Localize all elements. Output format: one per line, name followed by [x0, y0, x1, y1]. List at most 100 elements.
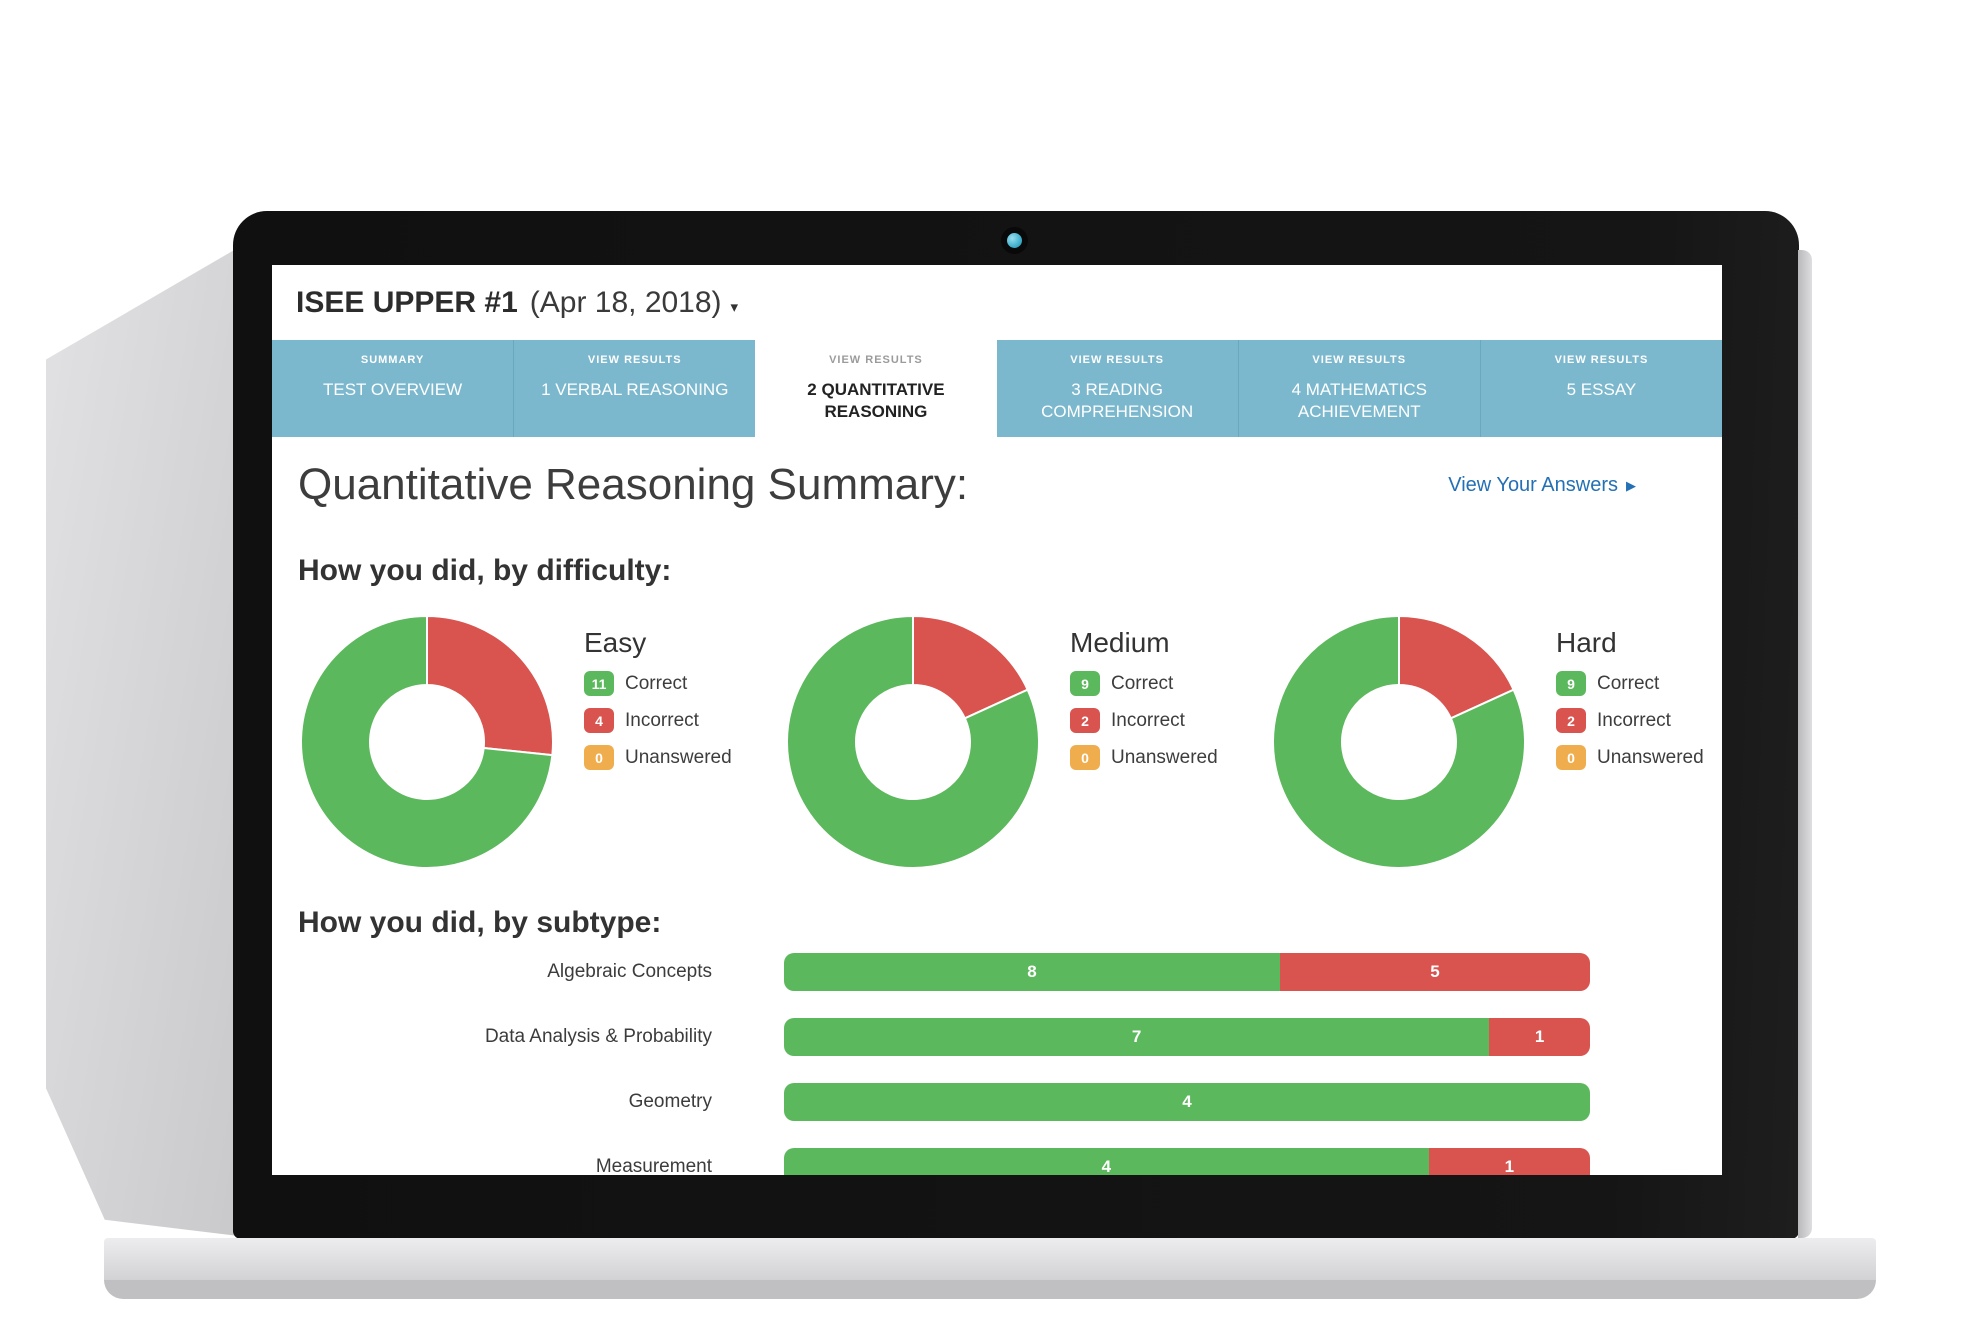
- donut-chart-easy: [300, 615, 554, 869]
- tab-4-mathematics-achievement[interactable]: VIEW RESULTS 4 MATHEMATICS ACHIEVEMENT: [1237, 340, 1480, 437]
- difficulty-title: Easy: [584, 627, 647, 658]
- count-badge-unanswered: 0: [584, 745, 614, 770]
- tab-label: TEST OVERVIEW: [322, 380, 463, 399]
- bar-segment-incorrect: 1: [1489, 1018, 1590, 1056]
- legend-label: Correct: [625, 672, 688, 694]
- legend-label: Unanswered: [625, 746, 732, 768]
- bar-segment-correct: 4: [784, 1083, 1590, 1121]
- tab-label: 2 QUANTITATIVE REASONING: [807, 380, 945, 422]
- tab-5-essay[interactable]: VIEW RESULTS 5 ESSAY: [1479, 340, 1722, 437]
- legend-easy: Easy 11 Correct 4 Incorrect 0 Unanswered: [584, 627, 732, 770]
- bar-segment-correct: 7: [784, 1018, 1490, 1056]
- legend-row-correct: 9 Correct: [1070, 671, 1218, 696]
- tab-kicker: VIEW RESULTS: [1070, 354, 1164, 366]
- count-badge-incorrect: 2: [1556, 708, 1586, 733]
- count-badge-incorrect: 4: [584, 708, 614, 733]
- difficulty-title: Medium: [1070, 627, 1170, 658]
- view-your-answers-label: View Your Answers: [1448, 473, 1618, 496]
- legend-label: Correct: [1597, 672, 1660, 694]
- donut-chart-hard: [1272, 615, 1526, 869]
- test-date: (Apr 18, 2018): [529, 285, 722, 319]
- legend-label: Incorrect: [625, 709, 699, 731]
- tab-label: 4 MATHEMATICS ACHIEVEMENT: [1291, 380, 1427, 422]
- legend-label: Unanswered: [1111, 746, 1218, 768]
- tab-kicker: VIEW RESULTS: [587, 354, 682, 366]
- difficulty-group-hard: Hard 9 Correct 2 Incorrect 0 Unanswered: [1272, 615, 1722, 869]
- tab-2-quantitative-reasoning[interactable]: VIEW RESULTS 2 QUANTITATIVE REASONING: [755, 333, 997, 444]
- tab-3-reading-comprehension[interactable]: VIEW RESULTS 3 READING COMPREHENSION: [996, 340, 1238, 437]
- legend-row-correct: 11 Correct: [584, 671, 732, 696]
- view-your-answers-link[interactable]: View Your Answers ▶: [1448, 474, 1636, 497]
- bar-row-geometry: Geometry 4: [298, 1083, 1696, 1121]
- tab-test-overview[interactable]: SUMMARY TEST OVERVIEW: [272, 340, 514, 437]
- title-row: Quantitative Reasoning Summary: View You…: [298, 459, 1696, 511]
- legend-label: Correct: [1111, 672, 1174, 694]
- webcam-dot: [1007, 233, 1022, 248]
- laptop-lid-edge: [1798, 250, 1812, 1238]
- bar-segment-incorrect: 5: [1280, 953, 1590, 991]
- tab-1-verbal-reasoning[interactable]: VIEW RESULTS 1 VERBAL REASONING: [513, 340, 756, 437]
- donut-segment-incorrect: [426, 615, 554, 757]
- bar-category-label: Data Analysis & Probability: [484, 1026, 712, 1047]
- laptop-base: [104, 1238, 1876, 1280]
- bar-segment-incorrect: 1: [1428, 1148, 1590, 1175]
- tab-kicker: SUMMARY: [360, 354, 425, 366]
- legend-label: Incorrect: [1597, 709, 1671, 731]
- bar-segment-correct: 4: [784, 1148, 1429, 1175]
- test-header: ISEE UPPER #1 (Apr 18, 2018) ▾: [272, 265, 1722, 340]
- legend-row-unanswered: 0 Unanswered: [1070, 745, 1218, 770]
- legend-label: Incorrect: [1111, 709, 1185, 731]
- bar-track: 4: [784, 1083, 1590, 1121]
- bar-row-data-analysis-probability: Data Analysis & Probability 7 1: [298, 1018, 1696, 1056]
- legend-row-unanswered: 0 Unanswered: [1556, 745, 1704, 770]
- tab-kicker: VIEW RESULTS: [829, 354, 923, 366]
- legend-label: Unanswered: [1597, 746, 1704, 768]
- bar-category-label: Measurement: [595, 1156, 712, 1175]
- legend-row-incorrect: 2 Incorrect: [1070, 708, 1218, 733]
- donut-segment-incorrect: [1398, 615, 1515, 720]
- donut-chart-medium: [786, 615, 1040, 869]
- donut-segment-correct: [300, 615, 554, 869]
- main-content: Quantitative Reasoning Summary: View You…: [272, 459, 1722, 1175]
- bar-row-algebraic-concepts: Algebraic Concepts 8 5: [298, 953, 1696, 991]
- bar-category-label: Algebraic Concepts: [547, 961, 712, 982]
- difficulty-title: Hard: [1556, 627, 1617, 658]
- donut-segment-correct: [786, 615, 1040, 869]
- bar-category-label: Geometry: [628, 1091, 712, 1112]
- difficulty-group-medium: Medium 9 Correct 2 Incorrect 0 Unanswered: [786, 615, 1272, 869]
- count-badge-correct: 9: [1070, 671, 1100, 696]
- legend-hard: Hard 9 Correct 2 Incorrect 0 Unanswered: [1556, 627, 1704, 770]
- difficulty-group-easy: Easy 11 Correct 4 Incorrect 0 Unanswered: [300, 615, 786, 869]
- count-badge-correct: 11: [584, 671, 614, 696]
- section-tabs: SUMMARY TEST OVERVIEW VIEW RESULTS 1 VERBAL…: [272, 333, 1722, 444]
- chevron-down-icon[interactable]: ▾: [730, 298, 739, 316]
- screen-content: ISEE UPPER #1 (Apr 18, 2018) ▾ SUMMARY TE…: [272, 265, 1722, 1175]
- legend-row-incorrect: 4 Incorrect: [584, 708, 732, 733]
- legend-medium: Medium 9 Correct 2 Incorrect 0 Unanswered: [1070, 627, 1218, 770]
- bar-row-measurement: Measurement 4 1: [298, 1148, 1696, 1175]
- laptop-base-lip: [104, 1280, 1876, 1299]
- tab-kicker: VIEW RESULTS: [1312, 354, 1407, 366]
- subtype-heading: How you did, by subtype:: [298, 906, 662, 939]
- test-title: ISEE UPPER #1: [296, 285, 518, 319]
- count-badge-incorrect: 2: [1070, 708, 1100, 733]
- donut-segment-incorrect: [912, 615, 1029, 720]
- arrow-right-icon: ▶: [1626, 478, 1636, 493]
- subtype-bars: Algebraic Concepts 8 5 Data Analysis & Prob…: [298, 953, 1696, 1175]
- difficulty-heading: How you did, by difficulty:: [298, 554, 672, 587]
- donut-segment-correct: [1272, 615, 1526, 869]
- legend-row-unanswered: 0 Unanswered: [584, 745, 732, 770]
- count-badge-correct: 9: [1556, 671, 1586, 696]
- count-badge-unanswered: 0: [1556, 745, 1586, 770]
- tab-label: 3 READING COMPREHENSION: [1041, 380, 1194, 422]
- count-badge-unanswered: 0: [1070, 745, 1100, 770]
- tab-label: 1 VERBAL REASONING: [541, 380, 729, 399]
- bar-segment-correct: 8: [784, 953, 1280, 991]
- difficulty-charts: Easy 11 Correct 4 Incorrect 0 Unanswered Medium…: [298, 615, 1704, 869]
- page-title: Quantitative Reasoning Summary:: [298, 460, 969, 509]
- legend-row-correct: 9 Correct: [1556, 671, 1704, 696]
